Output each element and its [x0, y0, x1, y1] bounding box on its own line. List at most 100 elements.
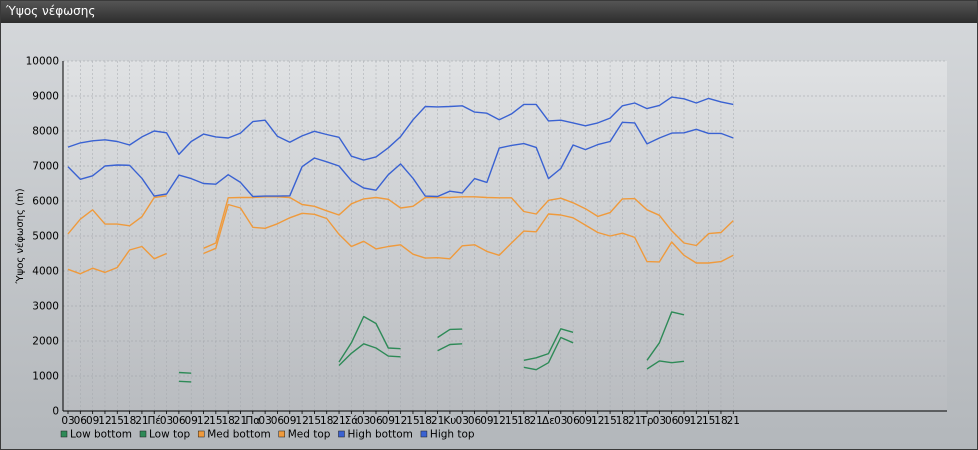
x-tick-label: 15 [406, 415, 419, 427]
y-tick-label: 6000 [32, 196, 59, 208]
x-tick-label: 12 [98, 415, 111, 427]
x-tick-label: 09 [185, 415, 198, 427]
x-tick-label: 06 [172, 415, 186, 427]
x-tick-label: 06 [468, 415, 482, 427]
x-tick-label: 18 [123, 415, 136, 427]
series-high-top [67, 96, 734, 161]
legend-label: High bottom [347, 429, 412, 441]
series-line [203, 203, 734, 264]
series-line [523, 336, 574, 371]
y-tick-label: 9000 [32, 91, 59, 103]
y-tick-label: 8000 [32, 126, 59, 138]
x-tick-label: 06 [74, 415, 88, 427]
x-tick-label: 09 [86, 415, 99, 427]
series-line [646, 311, 685, 361]
x-tick-label: 09 [283, 415, 296, 427]
x-tick-label: 03 [554, 415, 567, 427]
x-tick-label: 06 [665, 415, 679, 427]
y-tick-label: 2000 [32, 336, 59, 348]
series-layer [67, 96, 734, 383]
legend-item: High bottom [338, 429, 413, 441]
x-tick-label: 12 [690, 415, 703, 427]
x-tick-label: 03 [160, 415, 173, 427]
legend-item: Low top [139, 429, 191, 441]
x-tick-label: 18 [320, 415, 333, 427]
x-tick-label: 18 [419, 415, 432, 427]
x-tick-label: 12 [295, 415, 308, 427]
x-tick-label: Κυ [443, 415, 456, 427]
series-line [523, 328, 574, 361]
series-line [646, 360, 685, 370]
x-tick-label: 18 [714, 415, 727, 427]
x-tick-label: Τρ [639, 415, 653, 427]
x-tick-label: 12 [394, 415, 407, 427]
series-line [67, 245, 167, 275]
legend-item: Med bottom [197, 429, 271, 441]
legend-label: Med top [288, 429, 331, 441]
x-tick-label: 21 [135, 415, 148, 427]
x-tick-label: 15 [603, 415, 616, 427]
x-tick-label: 15 [209, 415, 222, 427]
legend-swatch [139, 430, 147, 438]
legend-item: High top [420, 429, 475, 441]
x-tick-label: 12 [493, 415, 506, 427]
x-tick-label: 21 [234, 415, 247, 427]
x-tick-label: 12 [591, 415, 604, 427]
x-tick-label: 21 [332, 415, 345, 427]
x-tick-label: 12 [197, 415, 210, 427]
x-tick-label: 03 [258, 415, 271, 427]
x-tick-label: 21 [628, 415, 641, 427]
legend-swatch [60, 430, 68, 438]
x-tick-label: 15 [505, 415, 518, 427]
series-line [338, 315, 401, 363]
legend-label: Low top [149, 429, 191, 441]
series-line [338, 343, 401, 366]
x-tick-label: 15 [111, 415, 124, 427]
x-tick-label: 03 [61, 415, 74, 427]
series-line [67, 96, 734, 161]
x-tick-label: 21 [727, 415, 740, 427]
y-axis-label: Ύψος νέφωσης (m) [14, 188, 26, 284]
y-tick-label: 5000 [32, 231, 59, 243]
x-tick-label: Πέ [147, 415, 161, 427]
legend-item: Low bottom [60, 429, 132, 441]
legend-item: Med top [278, 429, 331, 441]
axes: 0 1000 2000 3000 4000 5000 6000 7000 8000 9000 100… [26, 56, 947, 427]
x-tick-label: 09 [480, 415, 493, 427]
series-med-top [67, 195, 734, 249]
legend-label: Med bottom [207, 429, 271, 441]
x-tick-label: 18 [616, 415, 629, 427]
series-line [178, 371, 192, 374]
legend-swatch [338, 430, 345, 438]
x-tick-label: 03 [653, 415, 666, 427]
legend-swatch [278, 430, 285, 438]
series-line [203, 196, 734, 249]
series-med-bottom [67, 203, 734, 275]
window-title: Ύψος νέφωσης [6, 4, 96, 18]
x-tick-label: 15 [702, 415, 715, 427]
y-tick-label: 3000 [32, 301, 59, 313]
series-line [67, 195, 167, 235]
x-tick-label: 06 [566, 415, 580, 427]
legend: Low bottom Low top Med bottom Med top High b… [60, 429, 475, 441]
series-low-bottom [178, 336, 685, 383]
y-tick-label: 10000 [26, 56, 59, 68]
x-tick-label: Δε [542, 415, 555, 427]
x-tick-label: 21 [431, 415, 444, 427]
x-tick-label: 09 [677, 415, 690, 427]
x-tick-label: 18 [517, 415, 530, 427]
series-line [437, 328, 463, 339]
y-tick-label: 0 [52, 406, 59, 418]
x-tick-label: 09 [579, 415, 592, 427]
x-tick-label: 06 [369, 415, 383, 427]
y-tick-label: 7000 [32, 161, 59, 173]
title-bar: Ύψος νέφωσης [1, 1, 977, 23]
series-line [67, 121, 734, 198]
series-high-bottom [67, 121, 734, 198]
y-tick-label: 4000 [32, 266, 59, 278]
legend-label: High top [430, 429, 475, 441]
x-tick-label: 15 [308, 415, 321, 427]
x-tick-label: 06 [271, 415, 285, 427]
legend-swatch [420, 430, 428, 438]
series-line [437, 343, 463, 352]
